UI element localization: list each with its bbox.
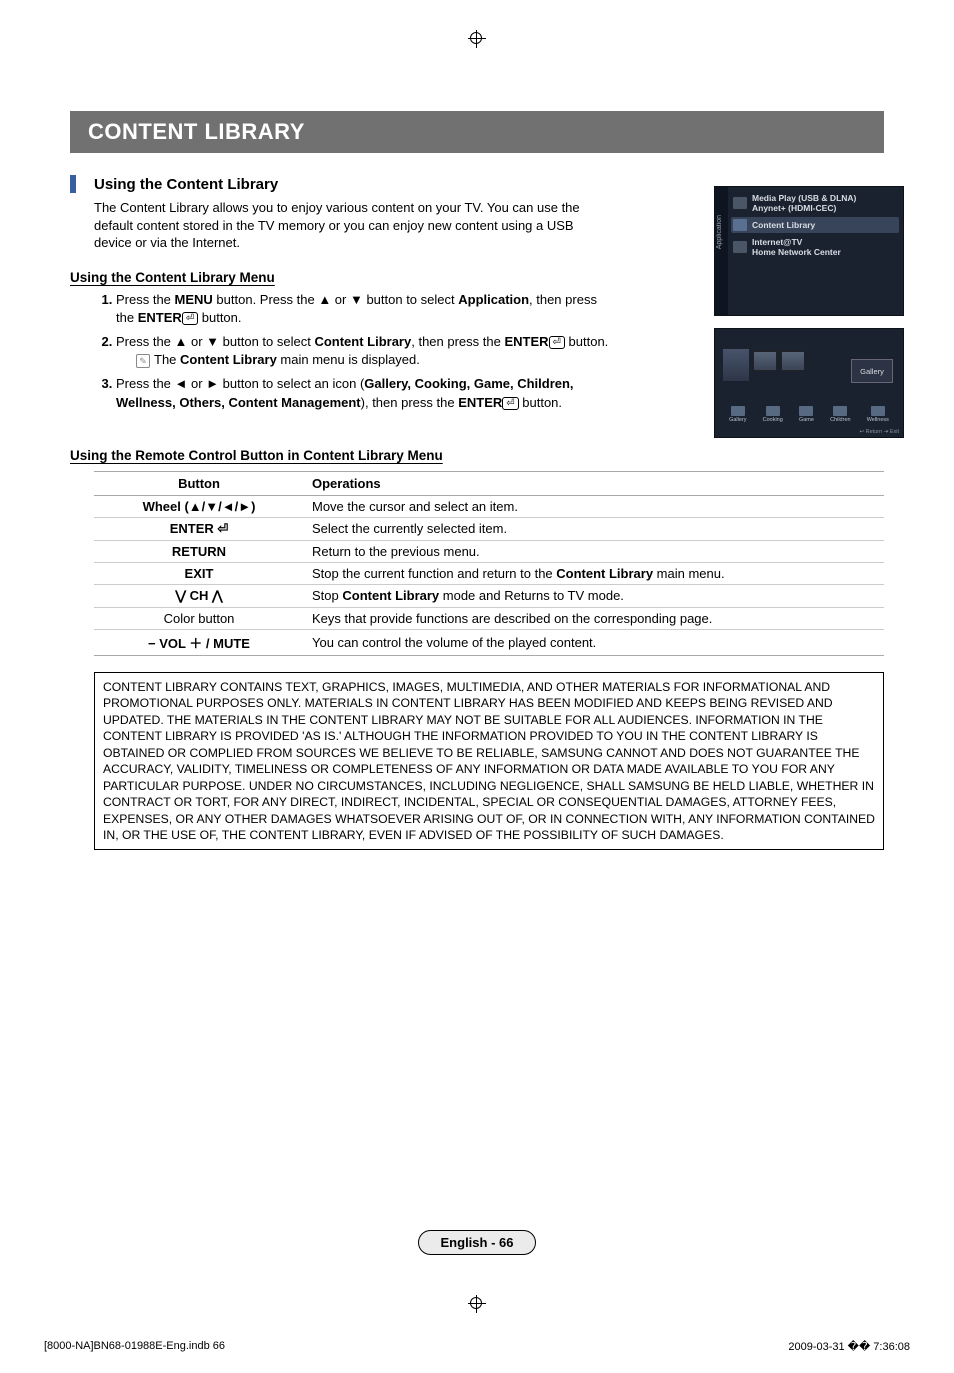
table-cell-operation: Select the currently selected item. (304, 517, 884, 540)
table-cell-button: Wheel (▲/▼/◄/►) (94, 495, 304, 517)
section-title: Using the Content Library (94, 176, 278, 193)
table-row: EXITStop the current function and return… (94, 562, 884, 584)
enter-icon: ⏎ (182, 312, 198, 325)
register-mark-bottom (468, 1295, 486, 1313)
table-cell-operation: Return to the previous menu. (304, 540, 884, 562)
table-row: ENTER ⏎Select the currently selected ite… (94, 517, 884, 540)
tv1-item-icon (733, 197, 747, 209)
steps-list: Press the MENU button. Press the ▲ or ▼ … (116, 291, 611, 412)
table-header-button: Button (94, 471, 304, 495)
step-3: Press the ◄ or ► button to select an ico… (116, 375, 611, 411)
table-cell-button: ENTER ⏎ (94, 517, 304, 540)
tv-menu-screenshot-1: Application Media Play (USB & DLNA)Anyne… (714, 186, 904, 316)
intro-paragraph: The Content Library allows you to enjoy … (94, 199, 614, 252)
tv2-category-icon: Cooking (763, 406, 783, 423)
tv1-side-label: Application (716, 215, 723, 249)
tv2-category-icon: Gallery (729, 406, 746, 423)
tv1-menu-item: Media Play (USB & DLNA)Anynet+ (HDMI-CEC… (731, 191, 899, 215)
tv-menu-screenshot-2: Gallery Gallery Cooking Game Children Wellne… (714, 328, 904, 438)
table-cell-operation: You can control the volume of the played… (304, 629, 884, 655)
page-banner: CONTENT LIBRARY (70, 111, 884, 153)
note-icon: ✎ (136, 354, 150, 368)
table-cell-button: RETURN (94, 540, 304, 562)
tv1-item-icon (733, 241, 747, 253)
table-cell-operation: Keys that provide functions are describe… (304, 607, 884, 629)
table-cell-button: ⋁ CH ⋀ (94, 584, 304, 607)
page-number-pill: English - 66 (418, 1230, 537, 1255)
tv2-artwork (723, 349, 749, 381)
table-header-operations: Operations (304, 471, 884, 495)
table-row: ⋁ CH ⋀Stop Content Library mode and Retu… (94, 584, 884, 607)
register-mark-top (468, 30, 486, 48)
step-2: Press the ▲ or ▼ button to select Conten… (116, 333, 611, 369)
doc-footer-left: [8000-NA]BN68-01988E-Eng.indb 66 (44, 1340, 225, 1353)
tv2-category-icon: Wellness (867, 406, 889, 423)
table-cell-button: EXIT (94, 562, 304, 584)
tv1-menu-item: Content Library (731, 217, 899, 233)
tv-screenshots: Application Media Play (USB & DLNA)Anyne… (714, 186, 904, 450)
disclaimer-box: CONTENT LIBRARY CONTAINS TEXT, GRAPHICS,… (94, 672, 884, 851)
table-cell-operation: Move the cursor and select an item. (304, 495, 884, 517)
tv1-item-icon (733, 219, 747, 231)
tv2-bottom-bar: ↩ Return ⇥ Exit (860, 429, 899, 435)
tv2-category-icon: Children (830, 406, 850, 423)
table-cell-button: Color button (94, 607, 304, 629)
remote-table: Button Operations Wheel (▲/▼/◄/►)Move th… (94, 471, 884, 656)
tv2-category-icon: Game (799, 406, 814, 423)
table-row: Color buttonKeys that provide functions … (94, 607, 884, 629)
enter-icon: ⏎ (549, 336, 565, 349)
table-cell-operation: Stop the current function and return to … (304, 562, 884, 584)
table-row: − VOL ＋ / MUTEYou can control the volume… (94, 629, 884, 655)
tv1-menu-item: Internet@TVHome Network Center (731, 235, 899, 259)
table-row: RETURNReturn to the previous menu. (94, 540, 884, 562)
subheading-remote: Using the Remote Control Button in Conte… (70, 448, 884, 463)
doc-footer-right: 2009-03-31 �� 7:36:08 (788, 1340, 910, 1353)
table-cell-button: − VOL ＋ / MUTE (94, 629, 304, 655)
tv2-gallery-badge: Gallery (851, 359, 893, 383)
step-1: Press the MENU button. Press the ▲ or ▼ … (116, 291, 611, 327)
section-accent (70, 175, 76, 193)
table-cell-operation: Stop Content Library mode and Returns to… (304, 584, 884, 607)
table-row: Wheel (▲/▼/◄/►)Move the cursor and selec… (94, 495, 884, 517)
enter-icon: ⏎ (502, 397, 518, 410)
